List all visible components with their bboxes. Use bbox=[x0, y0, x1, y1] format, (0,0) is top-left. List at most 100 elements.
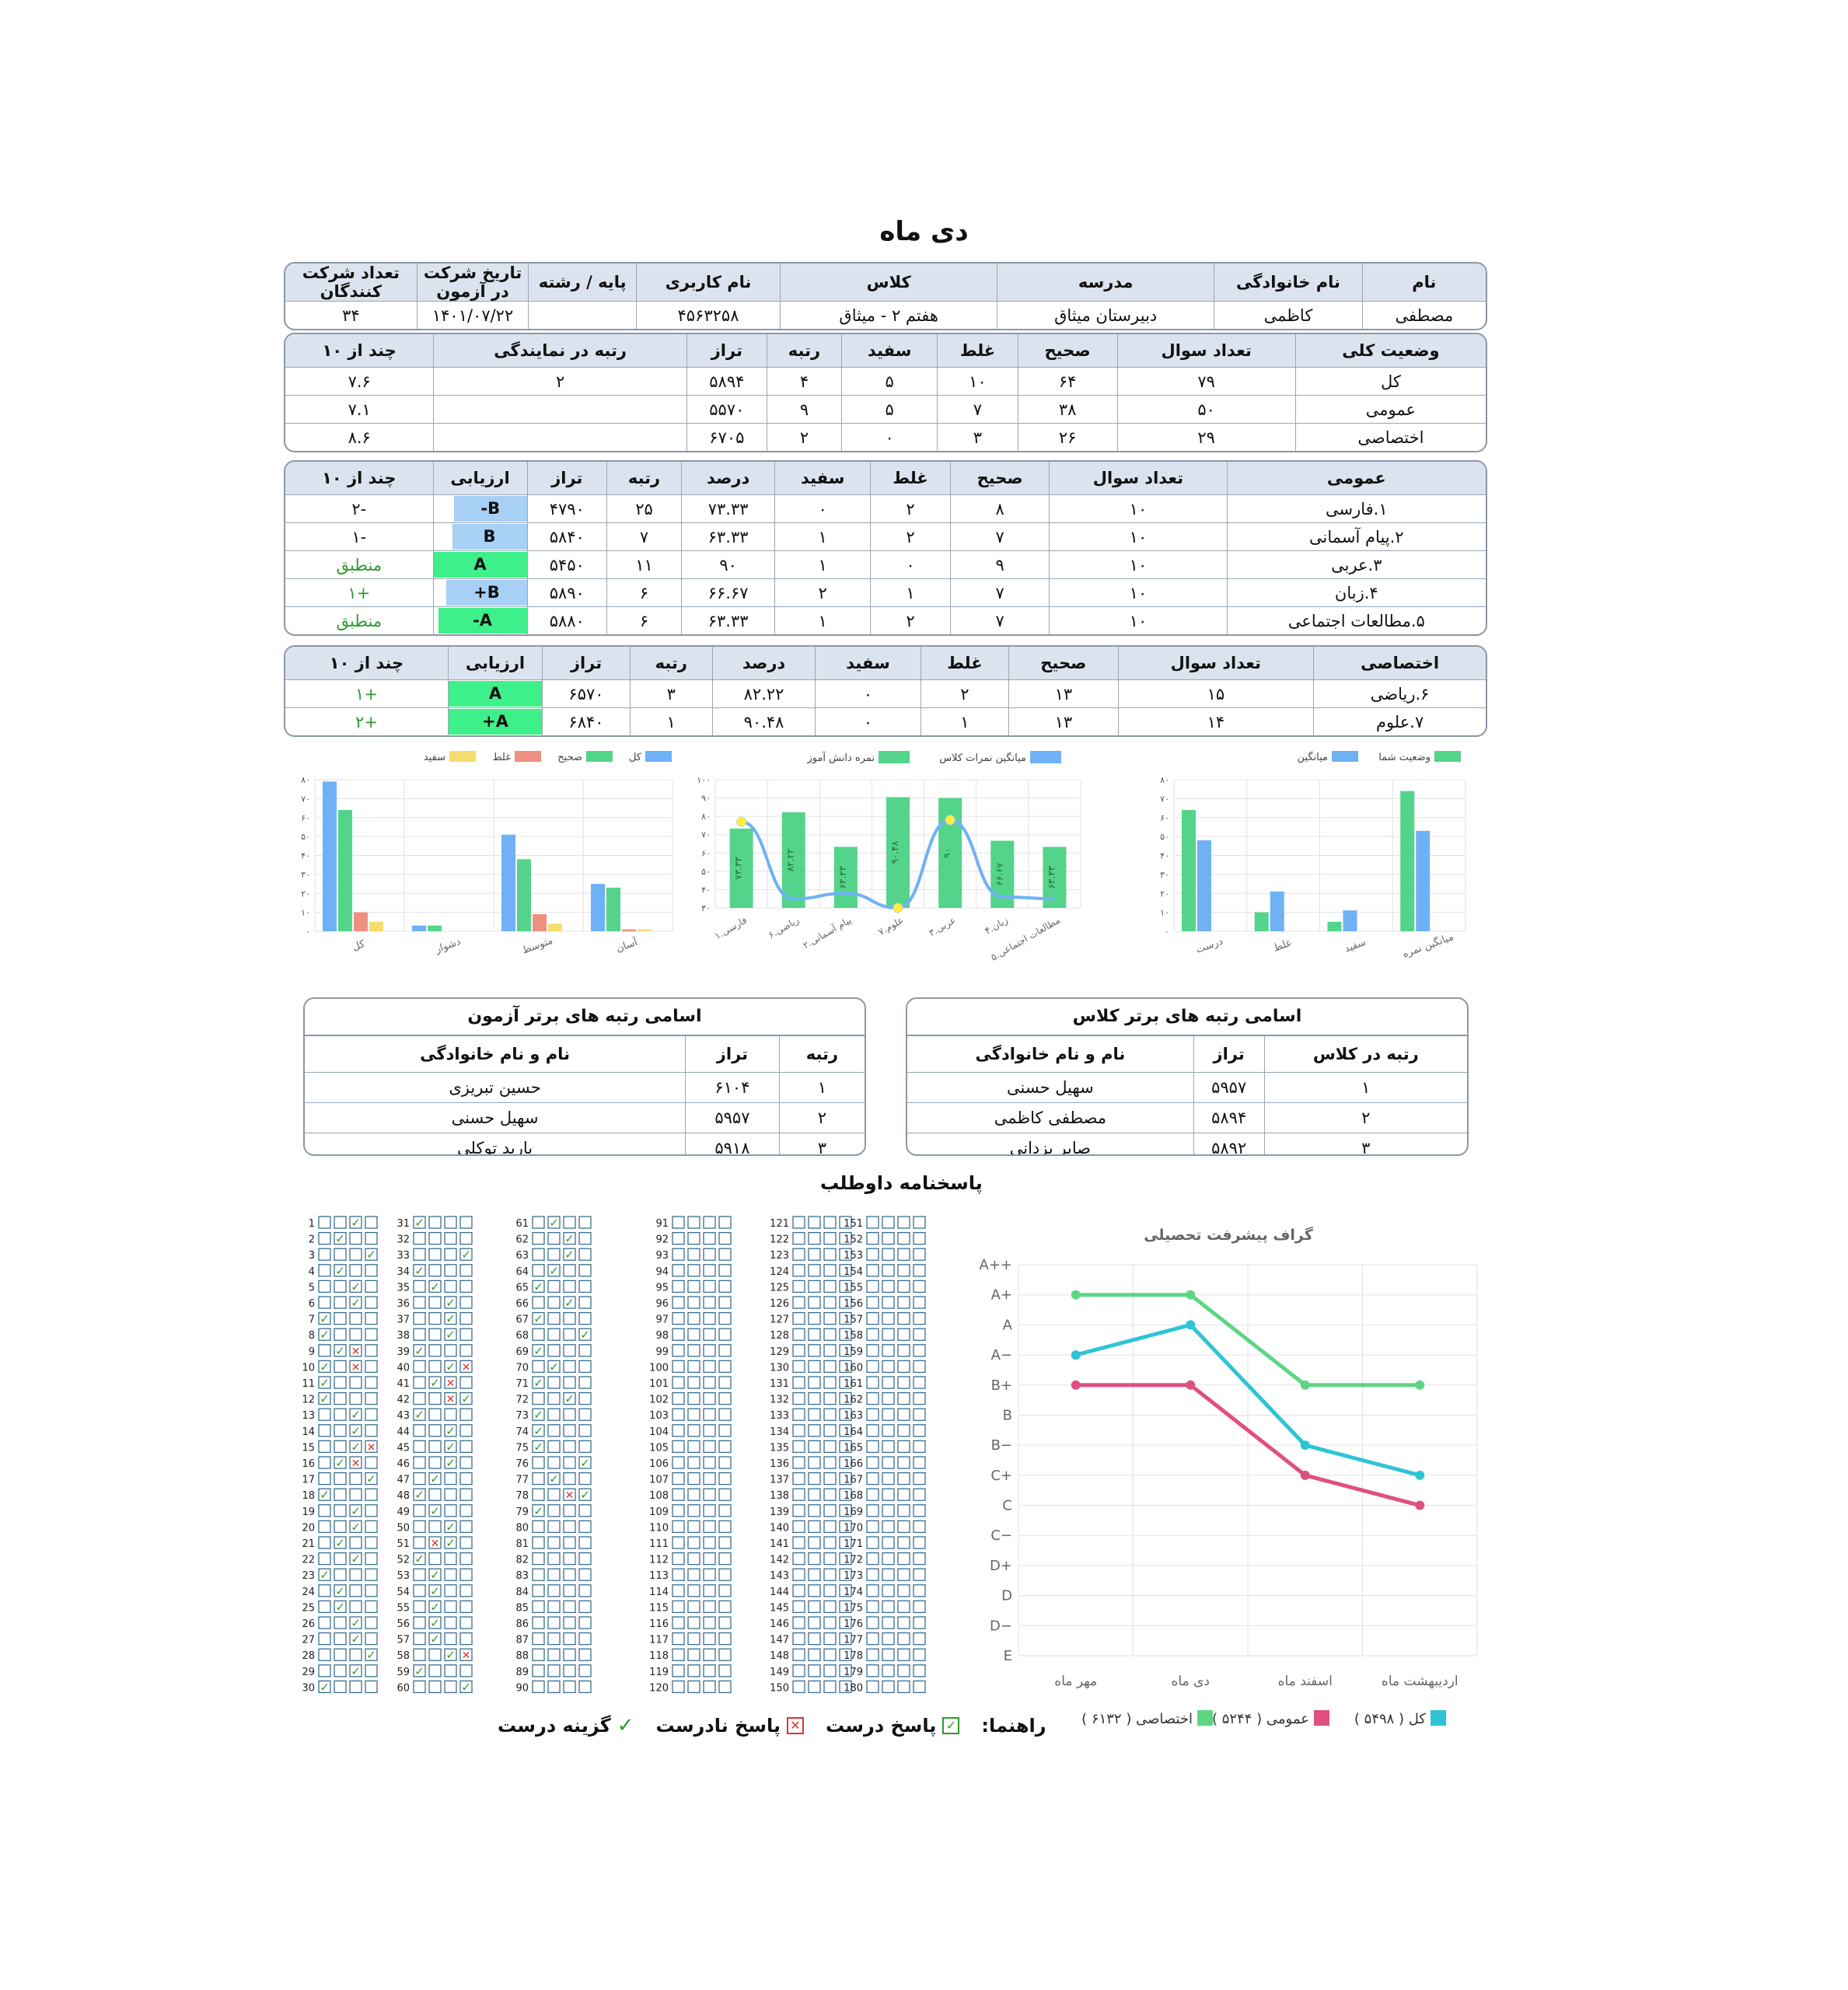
bar bbox=[412, 925, 426, 931]
answer-option-box bbox=[718, 1264, 732, 1277]
answer-option-box bbox=[459, 1552, 473, 1566]
guide-correct-label: پاسخ درست bbox=[826, 1715, 937, 1737]
answer-option-box bbox=[349, 1328, 362, 1341]
general-header: سفید bbox=[774, 462, 870, 495]
question-number: 125 bbox=[770, 1282, 789, 1294]
answer-option-box bbox=[703, 1424, 716, 1437]
overall-cell: ۳ bbox=[937, 424, 1018, 451]
general-cell: ۷ bbox=[950, 579, 1050, 607]
progress-point bbox=[1300, 1380, 1310, 1390]
tick-label: ۶۰ bbox=[701, 848, 711, 858]
answer-option-box bbox=[866, 1664, 879, 1678]
table-row: ۱.فارسی ۱۰ ۸ ۲ ۰ ۷۳.۳۳ ۲۵ ۴۷۹۰ B- -۲ bbox=[285, 495, 1486, 523]
answer-option-box bbox=[792, 1311, 805, 1325]
question-number: 67 bbox=[515, 1314, 529, 1326]
answer-option-box bbox=[703, 1216, 716, 1229]
bar bbox=[533, 914, 547, 931]
answer-option-box bbox=[897, 1296, 910, 1309]
answer-option-box bbox=[413, 1231, 426, 1245]
correct-check-icon: ✓ bbox=[351, 1632, 361, 1646]
answer-option-box bbox=[547, 1440, 561, 1454]
correct-check-icon: ✓ bbox=[549, 1216, 559, 1230]
table-row: اختصاصی ۲۹ ۲۶ ۳ ۰ ۲ ۶۷۰۵ ۸.۶ bbox=[285, 424, 1486, 451]
answer-option-box bbox=[413, 1600, 426, 1614]
answer-option-box bbox=[792, 1328, 805, 1341]
answer-option-box bbox=[808, 1231, 821, 1245]
answer-option-box bbox=[349, 1408, 362, 1421]
answer-option-box bbox=[882, 1391, 895, 1405]
correct-check-icon: ✓ bbox=[414, 1216, 424, 1230]
wrong-cross-icon: ✕ bbox=[351, 1346, 361, 1358]
special-header: چند از ۱۰ bbox=[285, 647, 448, 680]
difficulty-bar-chart: ۰ ۱۰ ۲۰ ۳۰ ۴۰ ۵۰ ۶۰ ۷۰ ۸۰ کل دشوار متوسط آسان کل صحیح غ… bbox=[301, 751, 673, 957]
overall-cell: ۵۵۷۰ bbox=[686, 396, 767, 424]
legend-label: کل bbox=[629, 752, 642, 763]
answer-option-box bbox=[792, 1344, 805, 1357]
answer-option-box bbox=[532, 1328, 545, 1341]
bar-value-label: ۸۲.۲۲ bbox=[785, 849, 796, 872]
answer-option-box bbox=[459, 1344, 473, 1357]
answer-option-box bbox=[672, 1296, 685, 1309]
answer-option-box bbox=[428, 1632, 442, 1646]
answer-option-box bbox=[444, 1311, 457, 1325]
answer-option-box bbox=[808, 1616, 821, 1629]
answer-option-box bbox=[428, 1264, 442, 1277]
bar bbox=[1182, 810, 1196, 931]
answer-option-box bbox=[672, 1376, 685, 1389]
answer-option-box bbox=[866, 1504, 879, 1517]
question-number: 179 bbox=[844, 1667, 863, 1678]
correct-check-icon: ✓ bbox=[320, 1328, 330, 1342]
question-number: 151 bbox=[844, 1218, 863, 1230]
grade-cell: A- bbox=[432, 607, 527, 634]
table-row: ۲.پیام آسمانی ۱۰ ۷ ۲ ۱ ۶۳.۳۳ ۷ ۵۸۴۰ B -۱ bbox=[285, 523, 1486, 551]
answer-option-box bbox=[334, 1488, 347, 1501]
answer-option-box bbox=[718, 1296, 732, 1309]
answer-option-box bbox=[703, 1552, 716, 1566]
answer-option-box bbox=[334, 1391, 347, 1405]
answer-option-box bbox=[459, 1568, 473, 1581]
answer-option-box bbox=[808, 1248, 821, 1261]
general-cell: ۲ bbox=[869, 523, 951, 551]
answer-option-box bbox=[866, 1328, 879, 1341]
special-cell: ۶۸۴۰ bbox=[541, 708, 630, 735]
answer-option-box bbox=[703, 1568, 716, 1581]
level-label: A+ bbox=[991, 1287, 1012, 1304]
answer-option-box bbox=[913, 1216, 926, 1229]
answer-option-box bbox=[349, 1664, 362, 1678]
answer-option-box bbox=[459, 1536, 473, 1549]
general-cell: ۵.مطالعات اجتماعی bbox=[1226, 607, 1486, 634]
general-cell: ۱۰ bbox=[1049, 607, 1226, 634]
answer-option-box bbox=[897, 1311, 910, 1325]
question-number: 161 bbox=[844, 1378, 863, 1390]
correct-option-icon: ✓ bbox=[335, 1456, 345, 1470]
bar bbox=[323, 781, 337, 931]
answer-option-box bbox=[672, 1504, 685, 1517]
correct-check-icon: ✓ bbox=[351, 1424, 361, 1438]
general-cell: منطبق bbox=[336, 611, 383, 630]
month-label: دی ماه bbox=[1172, 1674, 1210, 1689]
answer-option-box bbox=[428, 1296, 442, 1309]
answer-option-box bbox=[718, 1424, 732, 1437]
question-number: 89 bbox=[515, 1667, 529, 1678]
bar bbox=[1327, 921, 1342, 931]
answer-option-box bbox=[547, 1488, 561, 1501]
question-number: 36 bbox=[396, 1298, 410, 1310]
answer-option-box bbox=[413, 1584, 426, 1597]
table-row: ۲ ۵۸۹۴ مصطفی کاظمی bbox=[907, 1102, 1467, 1133]
answer-option-box bbox=[718, 1472, 732, 1486]
answer-option-box bbox=[532, 1248, 545, 1261]
question-number: 119 bbox=[649, 1667, 669, 1678]
answer-option-box bbox=[459, 1632, 473, 1646]
answer-option-box bbox=[687, 1616, 700, 1629]
question-number: 75 bbox=[515, 1442, 529, 1454]
answer-option-box bbox=[718, 1456, 732, 1469]
progress-point bbox=[1300, 1470, 1310, 1480]
correct-check-icon: ✓ bbox=[564, 1248, 575, 1262]
special-cell: +۱ bbox=[285, 680, 448, 708]
question-number: 29 bbox=[302, 1667, 315, 1678]
table-row: ۷.علوم ۱۴ ۱۳ ۱ ۰ ۹۰.۴۸ ۱ ۶۸۴۰ A+ +۲ bbox=[285, 708, 1486, 735]
wrong-cross-icon: ✕ bbox=[431, 1538, 440, 1550]
bar bbox=[1197, 840, 1211, 931]
question-number: 90 bbox=[515, 1682, 529, 1694]
correct-check-icon: ✓ bbox=[430, 1568, 440, 1582]
